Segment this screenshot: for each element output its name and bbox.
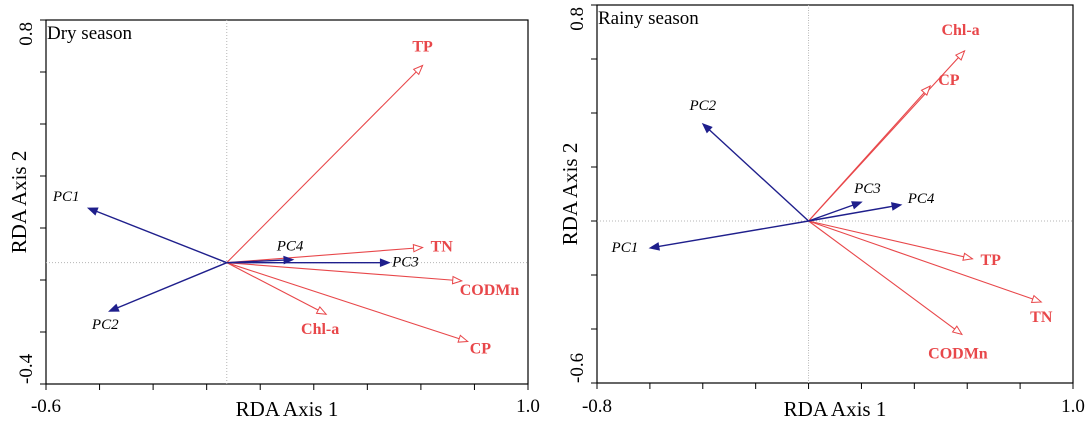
arrow-label-tp: TP bbox=[981, 252, 1002, 269]
arrow-pc4 bbox=[226, 255, 295, 265]
arrow-label-pc2: PC2 bbox=[688, 98, 716, 114]
plot-frame bbox=[45, 19, 529, 385]
arrow-pc2 bbox=[108, 262, 228, 312]
x-axis-title: RDA Axis 1 bbox=[236, 397, 339, 421]
dry-season-panel: -0.6 1.0 0.8 -0.4 RDA Axis 1 RDA Axis 2 Dry se… bbox=[7, 19, 540, 421]
arrow-pc1 bbox=[86, 207, 228, 264]
arrow-label-pc1: PC1 bbox=[611, 240, 639, 256]
arrow-label-codmn: CODMn bbox=[928, 345, 988, 362]
arrow-label-cp: CP bbox=[470, 341, 492, 358]
panel-title: Rainy season bbox=[598, 8, 699, 29]
arrow-codmn bbox=[226, 262, 464, 285]
arrow-label-tp: TP bbox=[412, 39, 433, 56]
arrow-label-codmn: CODMn bbox=[460, 282, 520, 299]
arrow-pc4 bbox=[808, 202, 903, 222]
arrow-pc3 bbox=[808, 201, 863, 222]
arrow-label-pc1: PC1 bbox=[52, 189, 80, 205]
arrow-label-cp: CP bbox=[938, 72, 960, 89]
plot-frame bbox=[596, 4, 1074, 384]
arrow-pc2 bbox=[701, 122, 810, 222]
arrow-label-tn: TN bbox=[1030, 309, 1053, 326]
y-tick-label-min: -0.4 bbox=[16, 353, 37, 384]
x-tick-label-min: -0.8 bbox=[582, 396, 612, 417]
arrow-label-chl-a: Chl-a bbox=[941, 22, 979, 39]
arrow-pc1 bbox=[648, 220, 809, 251]
y-axis-title: RDA Axis 2 bbox=[7, 151, 31, 254]
arrow-label-tn: TN bbox=[431, 239, 454, 256]
arrow-tn bbox=[808, 220, 1043, 303]
arrow-tn bbox=[226, 243, 424, 264]
rainy-season-panel: -0.8 1.0 0.8 -0.6 RDA Axis 1 RDA Axis 2 Rainy … bbox=[558, 4, 1085, 421]
x-tick-label-max: 1.0 bbox=[1061, 396, 1085, 417]
x-tick-label-min: -0.6 bbox=[31, 396, 61, 417]
y-tick-label-min: -0.6 bbox=[567, 353, 588, 383]
axis-ticks bbox=[591, 4, 1074, 389]
arrow-tp bbox=[226, 64, 424, 264]
arrow-label-pc2: PC2 bbox=[91, 317, 119, 333]
arrow-label-pc4: PC4 bbox=[907, 191, 935, 207]
panel-title: Dry season bbox=[47, 23, 132, 44]
arrow-chl-a bbox=[226, 262, 328, 315]
arrow-label-pc3: PC3 bbox=[853, 181, 881, 197]
y-axis-title: RDA Axis 2 bbox=[558, 143, 582, 246]
x-axis-title: RDA Axis 1 bbox=[784, 397, 887, 421]
arrow-codmn bbox=[808, 220, 964, 336]
arrow-label-pc4: PC4 bbox=[276, 239, 304, 255]
y-tick-label-max: 0.8 bbox=[567, 7, 588, 31]
y-tick-label-max: 0.8 bbox=[16, 22, 37, 46]
axis-ticks bbox=[40, 19, 529, 390]
arrow-pc3 bbox=[226, 258, 391, 268]
arrow-cp bbox=[226, 262, 470, 343]
arrow-label-pc3: PC3 bbox=[391, 255, 419, 271]
arrow-label-chl-a: Chl-a bbox=[301, 321, 339, 338]
x-tick-label-max: 1.0 bbox=[516, 396, 540, 417]
arrow-tp bbox=[808, 220, 974, 261]
arrow-cp bbox=[808, 84, 932, 222]
